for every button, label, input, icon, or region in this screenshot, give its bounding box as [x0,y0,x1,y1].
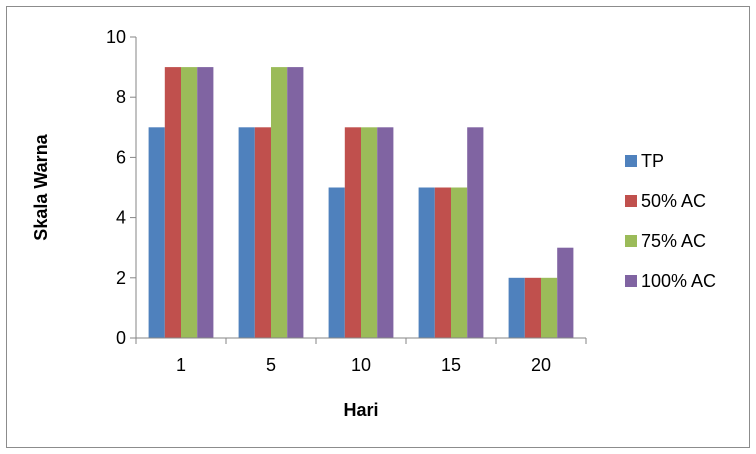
y-tick-label: 8 [116,87,126,107]
bar [434,187,451,338]
legend-swatch [625,195,637,207]
bar [197,67,214,338]
bar [508,277,525,338]
x-axis-title: Hari [343,400,378,420]
y-tick-label: 0 [116,328,126,348]
legend-label: 50% AC [641,191,706,211]
x-tick-label: 5 [266,355,276,375]
legend-label: 100% AC [641,271,716,291]
bar [557,247,574,338]
bar [271,67,288,338]
x-tick-label: 10 [351,355,371,375]
bar [361,127,378,338]
bar [148,127,165,338]
bar [418,187,435,338]
y-axis-title: Skala Warna [31,133,51,240]
bar [467,127,484,338]
bars [148,67,574,338]
y-tick-label: 6 [116,147,126,167]
bar [238,127,255,338]
bar [164,67,181,338]
bar [181,67,198,338]
bar [524,277,541,338]
legend-label: TP [641,151,664,171]
y-axis-ticks: 0 2 4 6 8 10 [106,27,136,348]
bar [377,127,394,338]
y-tick-label: 10 [106,27,126,47]
y-tick-label: 2 [116,268,126,288]
bar [451,187,468,338]
legend: TP 50% AC 75% AC 100% AC [625,151,716,291]
bar [254,127,271,338]
x-tick-label: 20 [531,355,551,375]
bar [328,187,345,338]
legend-label: 75% AC [641,231,706,251]
y-tick-label: 4 [116,208,126,228]
x-axis-ticks: 1 5 10 15 20 [135,338,587,375]
bar [541,277,558,338]
legend-swatch [625,275,637,287]
x-tick-label: 1 [176,355,186,375]
x-tick-label: 15 [441,355,461,375]
bar [344,127,361,338]
legend-swatch [625,155,637,167]
bar [287,67,304,338]
legend-swatch [625,235,637,247]
